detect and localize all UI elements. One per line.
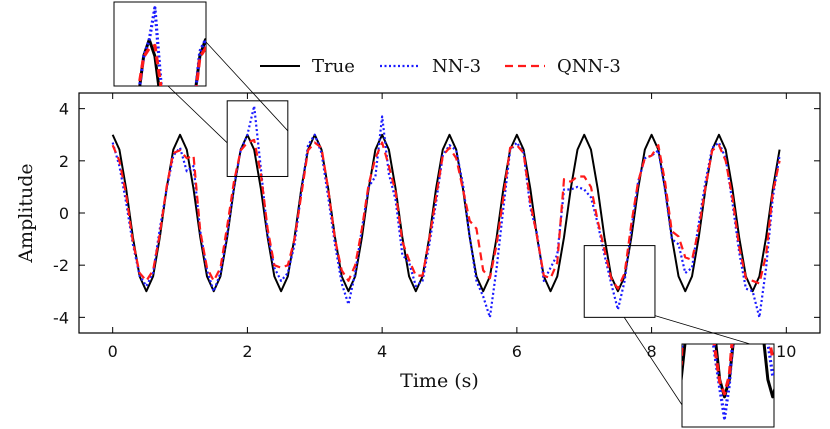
connector-line xyxy=(623,317,691,418)
y-tick-label: 0 xyxy=(59,204,69,223)
zoom-region-box-2 xyxy=(583,245,656,318)
series-line-nn-3 xyxy=(111,104,781,319)
y-tick-label: 2 xyxy=(59,152,69,171)
zoom-region-box-1 xyxy=(226,100,289,177)
legend-label: QNN-3 xyxy=(557,56,621,77)
series-line-qnn-3 xyxy=(111,138,781,290)
x-tick-label: 4 xyxy=(377,342,387,361)
connector-line xyxy=(654,315,751,345)
x-tick-label: 0 xyxy=(108,342,118,361)
x-tick-label: 10 xyxy=(776,342,796,361)
zoom-inset-1 xyxy=(113,1,207,87)
series-line-true xyxy=(111,133,781,293)
x-tick-label: 8 xyxy=(646,342,656,361)
legend: True NN-3 QNN-3 xyxy=(260,56,621,77)
zoom-inset-2 xyxy=(681,343,775,428)
connector-line xyxy=(205,41,289,132)
series-layer xyxy=(111,104,781,319)
legend-label: NN-3 xyxy=(432,56,481,77)
x-tick-label: 2 xyxy=(242,342,252,361)
x-tick-label: 6 xyxy=(512,342,522,361)
y-axis-ticks: -4 -2 0 2 4 xyxy=(53,100,820,327)
connector-line xyxy=(167,85,228,144)
zoom-connector-lines xyxy=(167,41,751,418)
x-axis-ticks: 0 2 4 6 8 10 xyxy=(108,93,796,361)
plot-frame xyxy=(78,92,821,334)
y-tick-label: -4 xyxy=(53,308,69,327)
x-axis-label: Time (s) xyxy=(400,370,479,392)
y-tick-label: -2 xyxy=(53,256,69,275)
y-axis-label: Amplitude xyxy=(15,163,37,263)
y-tick-label: 4 xyxy=(59,100,69,119)
legend-label: True xyxy=(312,56,355,77)
